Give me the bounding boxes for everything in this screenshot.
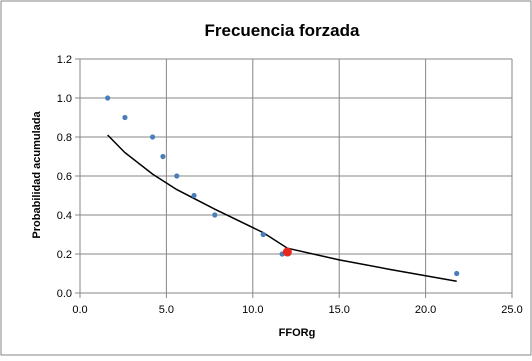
x-tick-label: 5.0 (159, 304, 174, 316)
x-axis-label: FFORg (279, 327, 316, 339)
y-tick-label: 1.0 (57, 93, 72, 105)
data-point (212, 212, 218, 218)
highlight-point (282, 247, 292, 257)
data-point (149, 134, 156, 140)
plot-series (105, 95, 460, 283)
y-axis-label: Probabilidad acumulada (31, 111, 43, 239)
x-tick-label: 15.0 (328, 304, 349, 316)
data-point (105, 95, 111, 101)
x-tick-labels: 0.0 5.0 10.0 15.0 20.0 25.0 (72, 304, 522, 316)
data-point (454, 270, 460, 277)
data-point (260, 231, 266, 238)
y-tick-label: 0.4 (57, 210, 72, 222)
gridlines (80, 58, 513, 293)
x-tick-label: 10.0 (242, 304, 263, 316)
y-tick-label: 0.2 (57, 249, 72, 261)
y-tick-label: 0.0 (57, 288, 72, 300)
data-point (174, 173, 180, 179)
y-tick-label: 1.2 (57, 54, 72, 66)
x-tick-label: 0.0 (72, 304, 87, 316)
fitted-curve-line (107, 134, 457, 283)
data-point (191, 192, 197, 199)
y-tick-label: 0.6 (57, 171, 72, 183)
y-tick-label: 0.8 (57, 132, 72, 144)
chart-title: Frecuencia forzada (205, 21, 360, 40)
data-point (160, 153, 166, 160)
data-point (122, 114, 128, 121)
y-tick-labels: 0.0 0.2 0.4 0.6 0.8 1.0 1.2 (57, 54, 72, 300)
x-tick-label: 25.0 (501, 304, 522, 316)
x-tick-label: 20.0 (415, 304, 436, 316)
axes (75, 58, 513, 298)
